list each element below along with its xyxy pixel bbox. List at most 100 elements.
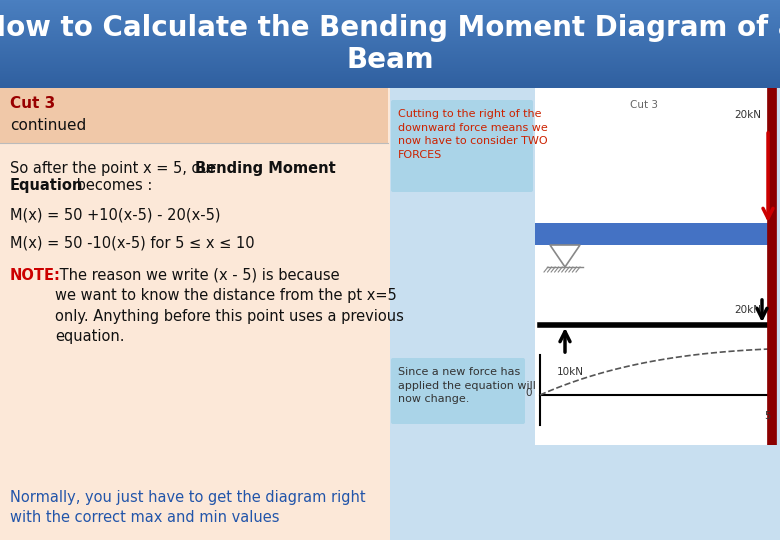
Bar (0, 4, 780, 5)
Bar (0, 43, 780, 44)
Bar (0, 70, 780, 71)
Bar (0, 84, 780, 85)
Bar (0, 59, 780, 60)
Bar (0, 72, 780, 73)
Bar (0, 26, 780, 27)
Bar (0, 14, 780, 15)
Bar (0, 66, 780, 67)
Bar (0, 15, 780, 16)
Bar (0, 8, 780, 9)
Bar (0, 40, 780, 41)
Bar (0, 88, 390, 540)
Bar (0, 41, 780, 42)
Text: NOTE:: NOTE: (10, 268, 61, 283)
Bar (0, 44, 780, 45)
Bar (0, 80, 780, 81)
Bar (0, 1, 780, 2)
Bar (0, 24, 780, 25)
Bar (0, 81, 780, 82)
Bar (0, 67, 780, 68)
Bar (0, 52, 780, 53)
Bar (0, 32, 780, 33)
Bar (0, 53, 780, 54)
Bar (0, 10, 780, 11)
Bar (0, 23, 780, 24)
Bar (0, 69, 780, 70)
Bar (0, 83, 780, 84)
Bar (0, 51, 780, 52)
Bar (0, 36, 780, 37)
Text: M(x) = 50 +10(x-5) - 20(x-5): M(x) = 50 +10(x-5) - 20(x-5) (10, 208, 221, 223)
Bar (0, 46, 780, 47)
Bar (0, 34, 780, 35)
Bar (0, 6, 780, 7)
Text: 20kN: 20kN (734, 305, 761, 315)
Bar (0, 22, 780, 23)
Bar (0, 65, 780, 66)
Text: Cut 3: Cut 3 (10, 97, 55, 111)
Bar (0, 88, 388, 143)
Bar (0, 33, 780, 34)
Text: How to Calculate the Bending Moment Diagram of a: How to Calculate the Bending Moment Diag… (0, 14, 780, 42)
Bar (0, 79, 780, 80)
Bar (0, 7, 780, 8)
Bar (0, 12, 780, 13)
Bar (0, 62, 780, 63)
Bar (0, 58, 780, 59)
Text: Normally, you just have to get the diagram right
with the correct max and min va: Normally, you just have to get the diagr… (10, 490, 366, 525)
Bar (0, 45, 780, 46)
Bar (0, 2, 780, 3)
Bar (535, 223, 770, 245)
Text: Beam: Beam (346, 46, 434, 74)
Bar (0, 13, 780, 14)
Text: Since a new force has
applied the equation will
now change.: Since a new force has applied the equati… (398, 367, 536, 404)
Bar (0, 21, 780, 22)
Bar (0, 11, 780, 12)
Text: So after the point x = 5, our: So after the point x = 5, our (10, 161, 221, 176)
Bar (0, 64, 780, 65)
Bar (535, 88, 775, 445)
Bar (0, 86, 780, 87)
Bar (0, 75, 780, 76)
Bar (0, 77, 780, 78)
Text: continued: continued (10, 118, 87, 133)
Text: Bending Moment: Bending Moment (195, 161, 335, 176)
Bar (0, 56, 780, 57)
Bar (0, 54, 780, 55)
Bar (0, 5, 780, 6)
Bar (0, 78, 780, 79)
Bar (0, 57, 780, 58)
Bar (0, 48, 780, 49)
Text: 0: 0 (526, 388, 532, 398)
FancyBboxPatch shape (391, 358, 525, 424)
Bar (0, 19, 780, 20)
Bar (0, 55, 780, 56)
Text: Cut 3: Cut 3 (630, 100, 658, 110)
Bar (0, 82, 780, 83)
Bar (0, 39, 780, 40)
Bar (0, 27, 780, 28)
Bar (0, 61, 780, 62)
FancyBboxPatch shape (391, 100, 533, 192)
Bar (0, 35, 780, 36)
Bar (0, 38, 780, 39)
Bar (0, 31, 780, 32)
Bar (0, 49, 780, 50)
Bar (390, 88, 780, 540)
Bar (0, 74, 780, 75)
Bar (0, 42, 780, 43)
Bar (0, 20, 780, 21)
Bar (0, 63, 780, 64)
Bar (0, 9, 780, 10)
Bar (0, 71, 780, 72)
Bar (0, 18, 780, 19)
Text: 10kN: 10kN (557, 367, 584, 377)
Bar (0, 28, 780, 29)
Text: The reason we write (x - 5) is because
we want to know the distance from the pt : The reason we write (x - 5) is because w… (55, 268, 404, 344)
Bar (0, 87, 780, 88)
Text: 5: 5 (764, 411, 770, 421)
Text: 20kN: 20kN (734, 110, 761, 120)
Text: Equation: Equation (10, 178, 83, 193)
Bar (0, 68, 780, 69)
Bar (0, 47, 780, 48)
